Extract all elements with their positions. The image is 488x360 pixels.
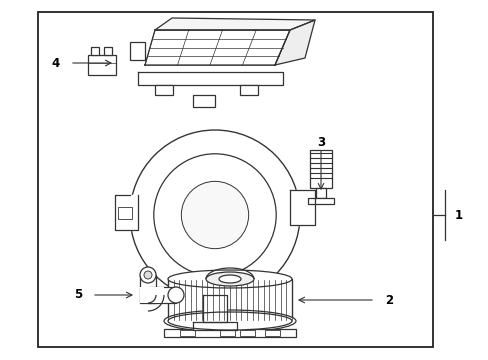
Polygon shape [274,20,314,65]
Bar [38,12,432,347]
Bar [240,330,254,336]
Circle shape [143,271,152,279]
Text: 1: 1 [454,208,462,221]
Ellipse shape [168,312,291,330]
Bar [118,207,132,219]
Bar [168,279,291,321]
Bar [309,150,331,188]
Text: 3: 3 [316,135,325,149]
Bar [104,47,112,55]
Bar [193,95,215,107]
Bar [140,287,163,303]
Circle shape [181,181,248,249]
Circle shape [168,287,183,303]
Polygon shape [155,18,314,30]
Text: 5: 5 [74,288,82,302]
Bar [163,329,295,337]
Circle shape [130,130,299,300]
Ellipse shape [163,310,295,332]
Bar [88,55,116,75]
Ellipse shape [205,272,253,286]
Circle shape [154,154,276,276]
Polygon shape [145,30,289,65]
Circle shape [140,267,156,283]
Polygon shape [138,72,283,85]
Ellipse shape [168,270,291,288]
Bar [155,85,173,95]
Bar [220,330,235,336]
Polygon shape [203,295,226,322]
Ellipse shape [219,275,241,283]
Polygon shape [115,195,138,230]
Bar [240,85,258,95]
Bar [140,275,156,303]
Bar [315,188,325,198]
Text: 2: 2 [384,293,392,306]
Bar [264,330,280,336]
Bar [130,42,145,60]
Polygon shape [289,190,314,225]
Text: 4: 4 [52,57,60,69]
Bar [91,47,99,55]
Polygon shape [193,322,237,330]
Bar [307,198,333,204]
Bar [180,330,195,336]
Bar [148,287,176,303]
